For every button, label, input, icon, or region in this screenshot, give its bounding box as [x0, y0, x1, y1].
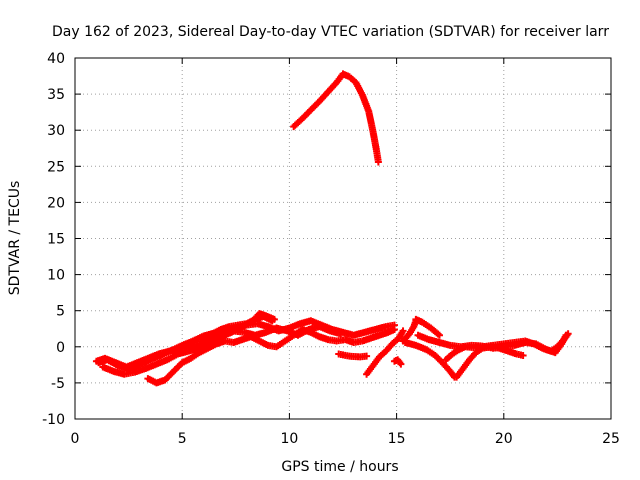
y-tick-label: 30: [47, 123, 65, 139]
data-point: [397, 360, 405, 368]
data-point: [390, 325, 398, 333]
y-axis-label: SDTVAR / TECUs: [7, 181, 23, 296]
data-point: [564, 330, 572, 338]
grid-lines: [75, 58, 611, 419]
y-tick-label: 10: [47, 268, 65, 284]
x-tick-label: 20: [495, 431, 513, 447]
series-track-n: [200, 312, 276, 344]
y-tick-label: -10: [42, 412, 65, 428]
y-tick-label: 0: [56, 340, 65, 356]
data-marks: [92, 70, 572, 387]
x-tick-label: 10: [280, 431, 298, 447]
series-track-i: [401, 338, 458, 381]
y-tick-label: 35: [47, 87, 65, 103]
y-tick-label: 5: [56, 304, 65, 320]
y-tick-label: 20: [47, 195, 65, 211]
x-tick-label: 5: [178, 431, 187, 447]
x-tick-label: 15: [388, 431, 406, 447]
series-track-e: [363, 327, 407, 378]
chart-title: Day 162 of 2023, Sidereal Day-to-day VTE…: [52, 24, 609, 40]
y-tick-label: 15: [47, 232, 65, 248]
data-point: [268, 317, 276, 325]
x-axis-label: GPS time / hours: [281, 459, 398, 475]
x-tick-label: 25: [602, 431, 620, 447]
series-track-f: [390, 356, 405, 368]
data-point: [374, 158, 382, 166]
y-tick-label: 25: [47, 159, 65, 175]
y-tick-label: 40: [47, 51, 65, 67]
x-tick-label: 0: [71, 431, 80, 447]
series-high-track: [290, 70, 382, 166]
series-track-h: [412, 315, 443, 339]
data-point: [337, 330, 345, 338]
series-track-l: [442, 330, 572, 364]
data-point: [435, 331, 443, 339]
data-point: [363, 352, 371, 360]
series-track-d: [335, 350, 371, 361]
data-point: [519, 351, 527, 359]
y-tick-label: -5: [51, 376, 65, 392]
data-point: [399, 327, 407, 335]
axis-ticks: 0 5 10 15 20 25 -10 -5 0 5 10 15 20 25 30 35 40: [42, 51, 620, 447]
